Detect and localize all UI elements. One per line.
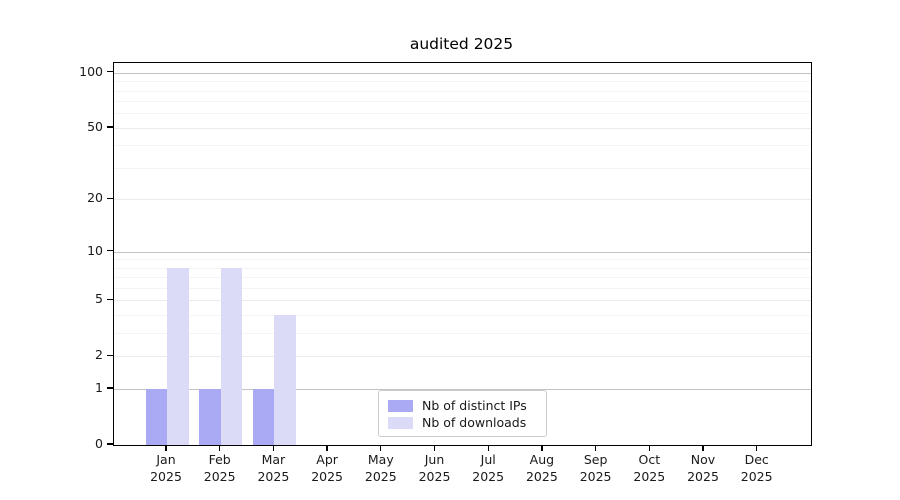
y-tick-mark-0 [107, 443, 113, 445]
legend-swatch-distinct-ips [388, 399, 413, 412]
x-tick-label-sep: Sep 2025 [579, 452, 612, 484]
y-tick-label-5: 5 [95, 291, 103, 307]
legend-label-distinct-ips: Nb of distinct IPs [422, 398, 527, 413]
legend-swatch-downloads [388, 416, 413, 429]
gridline-minor [114, 333, 811, 335]
x-tick-label-jan: Jan 2025 [150, 452, 182, 484]
chart-title: audited 2025 [409, 35, 514, 53]
bar-distinct-ips-jan [145, 389, 167, 445]
y-tick-label-50: 50 [87, 118, 103, 134]
x-tick-label-jul: Jul 2025 [472, 452, 505, 484]
legend-item-downloads: Nb of downloads [388, 415, 537, 430]
gridline-20 [114, 199, 811, 201]
y-tick-label-100: 100 [79, 63, 103, 79]
y-tick-mark-10 [107, 249, 113, 252]
x-tick-label-oct: Oct 2025 [633, 452, 666, 484]
y-tick-mark-2 [107, 354, 113, 357]
gridline-100 [114, 72, 811, 74]
x-tick-label-dec: Dec 2025 [740, 452, 773, 484]
x-tick-mark-jul [487, 445, 489, 452]
bar-distinct-ips-feb [199, 389, 221, 445]
x-tick-label-nov: Nov 2025 [687, 452, 719, 484]
y-tick-mark-50 [107, 126, 113, 128]
x-tick-mark-aug [541, 445, 543, 452]
gridline-5 [114, 300, 811, 302]
gridline-minor [114, 277, 811, 279]
gridline-minor [114, 145, 811, 147]
x-tick-label-may: May 2025 [364, 452, 397, 484]
x-tick-mark-oct [648, 445, 650, 452]
legend-item-distinct-ips: Nb of distinct IPs [388, 398, 537, 413]
x-tick-label-apr: Apr 2025 [311, 452, 343, 484]
gridline-minor [114, 81, 811, 83]
x-tick-mark-mar [272, 445, 275, 452]
x-tick-mark-apr [326, 445, 328, 452]
plot-area [113, 62, 812, 446]
gridline-minor [114, 101, 811, 103]
gridline-minor [114, 90, 811, 92]
y-tick-mark-5 [107, 298, 113, 301]
x-tick-label-aug: Aug 2025 [525, 452, 558, 484]
x-tick-mark-may [380, 445, 382, 452]
x-tick-mark-sep [594, 445, 597, 452]
x-tick-mark-jan [165, 445, 167, 452]
gridline-minor [114, 168, 811, 170]
gridline-minor [114, 288, 811, 290]
gridline-minor [114, 259, 811, 261]
gridline-10 [114, 251, 811, 253]
gridline-minor [114, 315, 811, 317]
x-tick-mark-feb [219, 445, 221, 452]
y-tick-label-10: 10 [87, 242, 103, 258]
x-tick-label-mar: Mar 2025 [257, 452, 290, 484]
x-tick-mark-jun [433, 445, 436, 452]
bar-downloads-mar [274, 315, 296, 445]
x-tick-mark-dec [756, 445, 758, 452]
y-tick-label-20: 20 [87, 190, 103, 206]
y-tick-label-2: 2 [95, 347, 103, 363]
y-tick-mark-100 [107, 71, 113, 73]
x-tick-label-feb: Feb 2025 [203, 452, 236, 484]
y-tick-mark-20 [107, 197, 113, 200]
y-tick-mark-1 [107, 387, 113, 389]
gridline-2 [114, 356, 811, 358]
x-tick-mark-nov [702, 445, 704, 452]
y-tick-label-0: 0 [95, 436, 103, 451]
bar-downloads-jan [167, 267, 189, 445]
gridline-minor [114, 267, 811, 269]
y-tick-label-1: 1 [95, 380, 103, 396]
gridline-50 [114, 127, 811, 129]
x-tick-label-jun: Jun 2025 [418, 452, 451, 484]
bar-distinct-ips-mar [252, 389, 275, 445]
legend: Nb of distinct IPs Nb of downloads [378, 390, 547, 437]
gridline-minor [114, 113, 811, 115]
gridline-1 [114, 389, 811, 391]
bar-downloads-feb [220, 267, 243, 445]
legend-label-downloads: Nb of downloads [422, 415, 527, 430]
